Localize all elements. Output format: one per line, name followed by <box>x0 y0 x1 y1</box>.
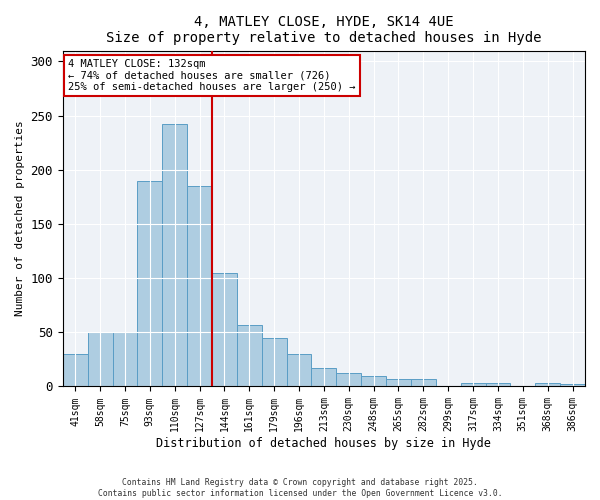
Bar <box>88 332 113 386</box>
Text: Contains HM Land Registry data © Crown copyright and database right 2025.
Contai: Contains HM Land Registry data © Crown c… <box>98 478 502 498</box>
Bar <box>113 332 137 386</box>
Bar <box>63 354 88 386</box>
Bar <box>386 379 411 386</box>
Title: 4, MATLEY CLOSE, HYDE, SK14 4UE
Size of property relative to detached houses in : 4, MATLEY CLOSE, HYDE, SK14 4UE Size of … <box>106 15 542 45</box>
Bar <box>311 368 337 386</box>
Bar <box>411 379 436 386</box>
Bar <box>361 376 386 386</box>
Bar <box>485 383 511 386</box>
Bar <box>212 272 237 386</box>
Bar <box>187 186 212 386</box>
Bar <box>461 383 485 386</box>
Bar <box>337 374 361 386</box>
Bar <box>262 338 287 386</box>
Bar <box>535 383 560 386</box>
Bar <box>287 354 311 386</box>
Y-axis label: Number of detached properties: Number of detached properties <box>15 120 25 316</box>
Bar <box>137 180 162 386</box>
Bar <box>560 384 585 386</box>
Text: 4 MATLEY CLOSE: 132sqm
← 74% of detached houses are smaller (726)
25% of semi-de: 4 MATLEY CLOSE: 132sqm ← 74% of detached… <box>68 59 355 92</box>
X-axis label: Distribution of detached houses by size in Hyde: Distribution of detached houses by size … <box>157 437 491 450</box>
Bar <box>162 124 187 386</box>
Bar <box>237 324 262 386</box>
